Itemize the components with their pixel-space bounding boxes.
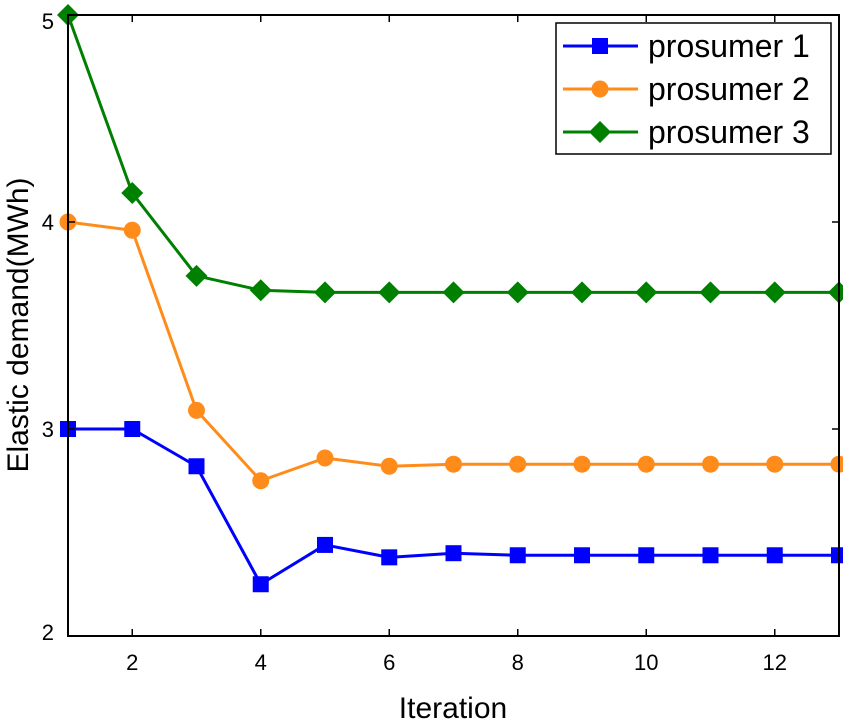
- data-point: [188, 458, 205, 475]
- series-layer: [57, 4, 843, 593]
- legend-label: prosumer 1: [648, 28, 810, 64]
- data-point: [317, 536, 333, 553]
- data-point: [378, 281, 401, 304]
- series-1: [60, 421, 843, 593]
- y-tick-label: 2: [42, 620, 54, 645]
- data-point: [381, 549, 398, 566]
- data-point: [316, 449, 334, 467]
- y-tick-label: 5: [42, 9, 54, 34]
- data-point: [509, 547, 526, 564]
- data-point: [121, 182, 144, 205]
- y-tick-label: 3: [42, 417, 54, 442]
- data-point: [124, 421, 141, 437]
- x-tick-label: 4: [255, 650, 267, 675]
- data-point: [637, 455, 655, 473]
- legend-marker: [589, 121, 611, 143]
- axis-ticks: 2 4 6 8 10 12 2 3 4 5: [42, 9, 839, 675]
- data-point: [573, 455, 591, 473]
- data-point: [766, 455, 784, 473]
- series-3: [57, 4, 843, 304]
- data-point: [509, 455, 527, 473]
- legend-marker: [592, 38, 608, 54]
- x-tick-label: 10: [634, 650, 658, 675]
- data-point: [445, 545, 462, 562]
- data-point: [763, 281, 786, 304]
- data-point: [699, 281, 722, 304]
- data-point: [638, 547, 655, 564]
- data-point: [766, 547, 783, 564]
- data-point: [123, 221, 141, 239]
- data-point: [702, 547, 719, 564]
- data-point: [188, 401, 205, 419]
- data-point: [445, 455, 462, 473]
- y-tick-label: 4: [42, 210, 54, 235]
- data-point: [574, 547, 590, 564]
- data-point: [442, 281, 465, 304]
- series-2: [59, 213, 843, 490]
- legend-item: prosumer 1: [563, 28, 810, 64]
- legend: prosumer 1 prosumer 2 prosumer 3: [555, 22, 832, 155]
- data-point: [506, 281, 529, 304]
- legend-item: prosumer 2: [563, 71, 810, 107]
- legend-label: prosumer 2: [648, 71, 810, 107]
- x-tick-label: 2: [126, 650, 138, 675]
- data-point: [249, 279, 272, 302]
- data-point: [185, 264, 208, 287]
- data-point: [828, 281, 843, 304]
- data-point: [831, 547, 843, 564]
- data-point: [830, 455, 843, 473]
- x-tick-label: 8: [512, 650, 524, 675]
- data-point: [571, 281, 593, 304]
- x-tick-label: 6: [383, 650, 395, 675]
- data-point: [380, 457, 398, 475]
- legend-item: prosumer 3: [563, 114, 810, 150]
- data-point: [702, 455, 719, 473]
- data-point: [252, 576, 269, 593]
- x-tick-label: 12: [763, 650, 787, 675]
- legend-marker: [591, 80, 609, 98]
- data-point: [314, 281, 336, 304]
- x-axis-title: Iteration: [399, 692, 507, 721]
- plot-frame: [67, 14, 840, 637]
- data-point: [635, 281, 658, 304]
- y-axis-title: Elastic demand(MWh): [2, 177, 35, 472]
- data-point: [252, 472, 270, 490]
- legend-label: prosumer 3: [648, 114, 810, 150]
